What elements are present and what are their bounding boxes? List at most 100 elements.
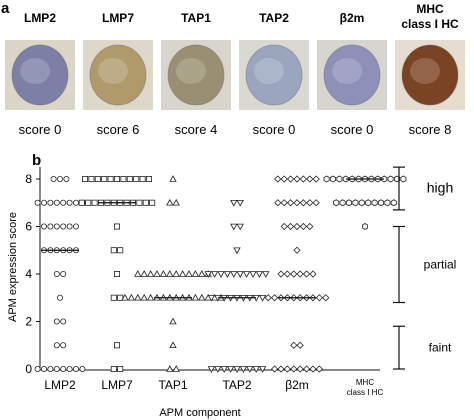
data-point [50, 175, 57, 182]
data-point [233, 366, 241, 373]
data-point [280, 199, 288, 207]
range-brackets: high partial faint [393, 166, 457, 370]
data-point [127, 293, 136, 301]
data-point [172, 198, 180, 206]
data-point [249, 271, 257, 278]
data-point [277, 270, 285, 278]
data-point [53, 342, 60, 349]
data-point [312, 199, 320, 207]
core-score-label: score 4 [175, 122, 218, 137]
data-point [242, 271, 251, 278]
data-point [133, 175, 140, 182]
data-point [53, 365, 60, 372]
y-tick-label: 6 [25, 220, 32, 234]
y-tick-label: 4 [25, 267, 32, 281]
data-point [296, 365, 304, 373]
data-point [139, 175, 146, 182]
data-point [207, 366, 216, 373]
tissue-core-texture [20, 58, 50, 84]
data-point [120, 175, 127, 182]
data-point [226, 366, 235, 373]
data-point [277, 365, 285, 373]
data-point [345, 199, 353, 207]
data-point [283, 365, 291, 373]
data-point [142, 199, 149, 206]
data-point [258, 294, 267, 302]
data-point [323, 175, 330, 183]
core-score-label: score 0 [331, 122, 374, 137]
data-point [114, 223, 121, 230]
data-point [329, 175, 337, 183]
data-point [230, 199, 238, 207]
core-score-label: score 0 [19, 122, 62, 137]
data-point [73, 199, 80, 206]
x-category-label: TAP1 [158, 378, 187, 392]
data-point [239, 366, 248, 373]
data-point [166, 198, 174, 206]
range-label: high [427, 180, 453, 196]
tissue-core-texture [410, 58, 440, 84]
data-point [153, 270, 161, 277]
tissue-core-image [11, 44, 69, 106]
data-point [60, 223, 67, 230]
data-point [280, 175, 288, 183]
data-point [107, 175, 114, 182]
data-point [60, 199, 67, 206]
x-category-label: LMP7 [101, 378, 133, 392]
range-label: partial [424, 258, 457, 272]
data-point [60, 270, 67, 277]
data-point [306, 199, 314, 207]
tissue-core-image [89, 44, 147, 106]
data-point [262, 271, 270, 278]
data-point [60, 318, 67, 325]
data-point [47, 223, 54, 230]
tissue-core-texture [176, 58, 206, 84]
core-label: LMP2 [24, 11, 56, 25]
data-point [185, 270, 193, 277]
data-point [126, 175, 133, 182]
data-point [47, 199, 54, 206]
data-point [146, 270, 155, 277]
data-point [309, 270, 317, 278]
x-category-label: TAP2 [222, 378, 251, 392]
data-point [34, 365, 41, 372]
data-point [293, 222, 301, 231]
core-label: β2m [340, 11, 365, 25]
data-point [236, 271, 244, 278]
data-point [60, 342, 67, 349]
data-point [121, 293, 129, 301]
data-point [365, 199, 372, 207]
data-point [236, 199, 244, 207]
data-point [290, 270, 298, 278]
data-point [306, 222, 314, 231]
core-label: MHC [416, 2, 444, 16]
data-point [236, 223, 244, 231]
data-point [322, 294, 330, 302]
data-point [342, 175, 349, 183]
y-tick-label: 2 [25, 315, 32, 329]
data-point [333, 199, 340, 207]
y-tick-label: 8 [25, 172, 32, 186]
data-point [140, 270, 148, 277]
data-point [198, 293, 206, 301]
data-point [220, 366, 228, 373]
data-point [400, 175, 407, 183]
data-point [293, 246, 301, 254]
data-point [255, 271, 264, 278]
data-point [271, 365, 279, 373]
x-category-label: MHC [356, 378, 374, 387]
x-axis-title: APM component [159, 407, 240, 419]
data-point [101, 175, 108, 182]
data-point [134, 293, 142, 301]
data-point [114, 342, 121, 349]
data-point [85, 199, 92, 206]
data-points [34, 175, 407, 373]
data-point [57, 294, 64, 301]
data-point [191, 293, 200, 301]
data-point [146, 293, 155, 301]
data-point [169, 175, 177, 182]
data-point [53, 199, 60, 206]
data-point [169, 317, 177, 325]
data-point [299, 199, 307, 207]
